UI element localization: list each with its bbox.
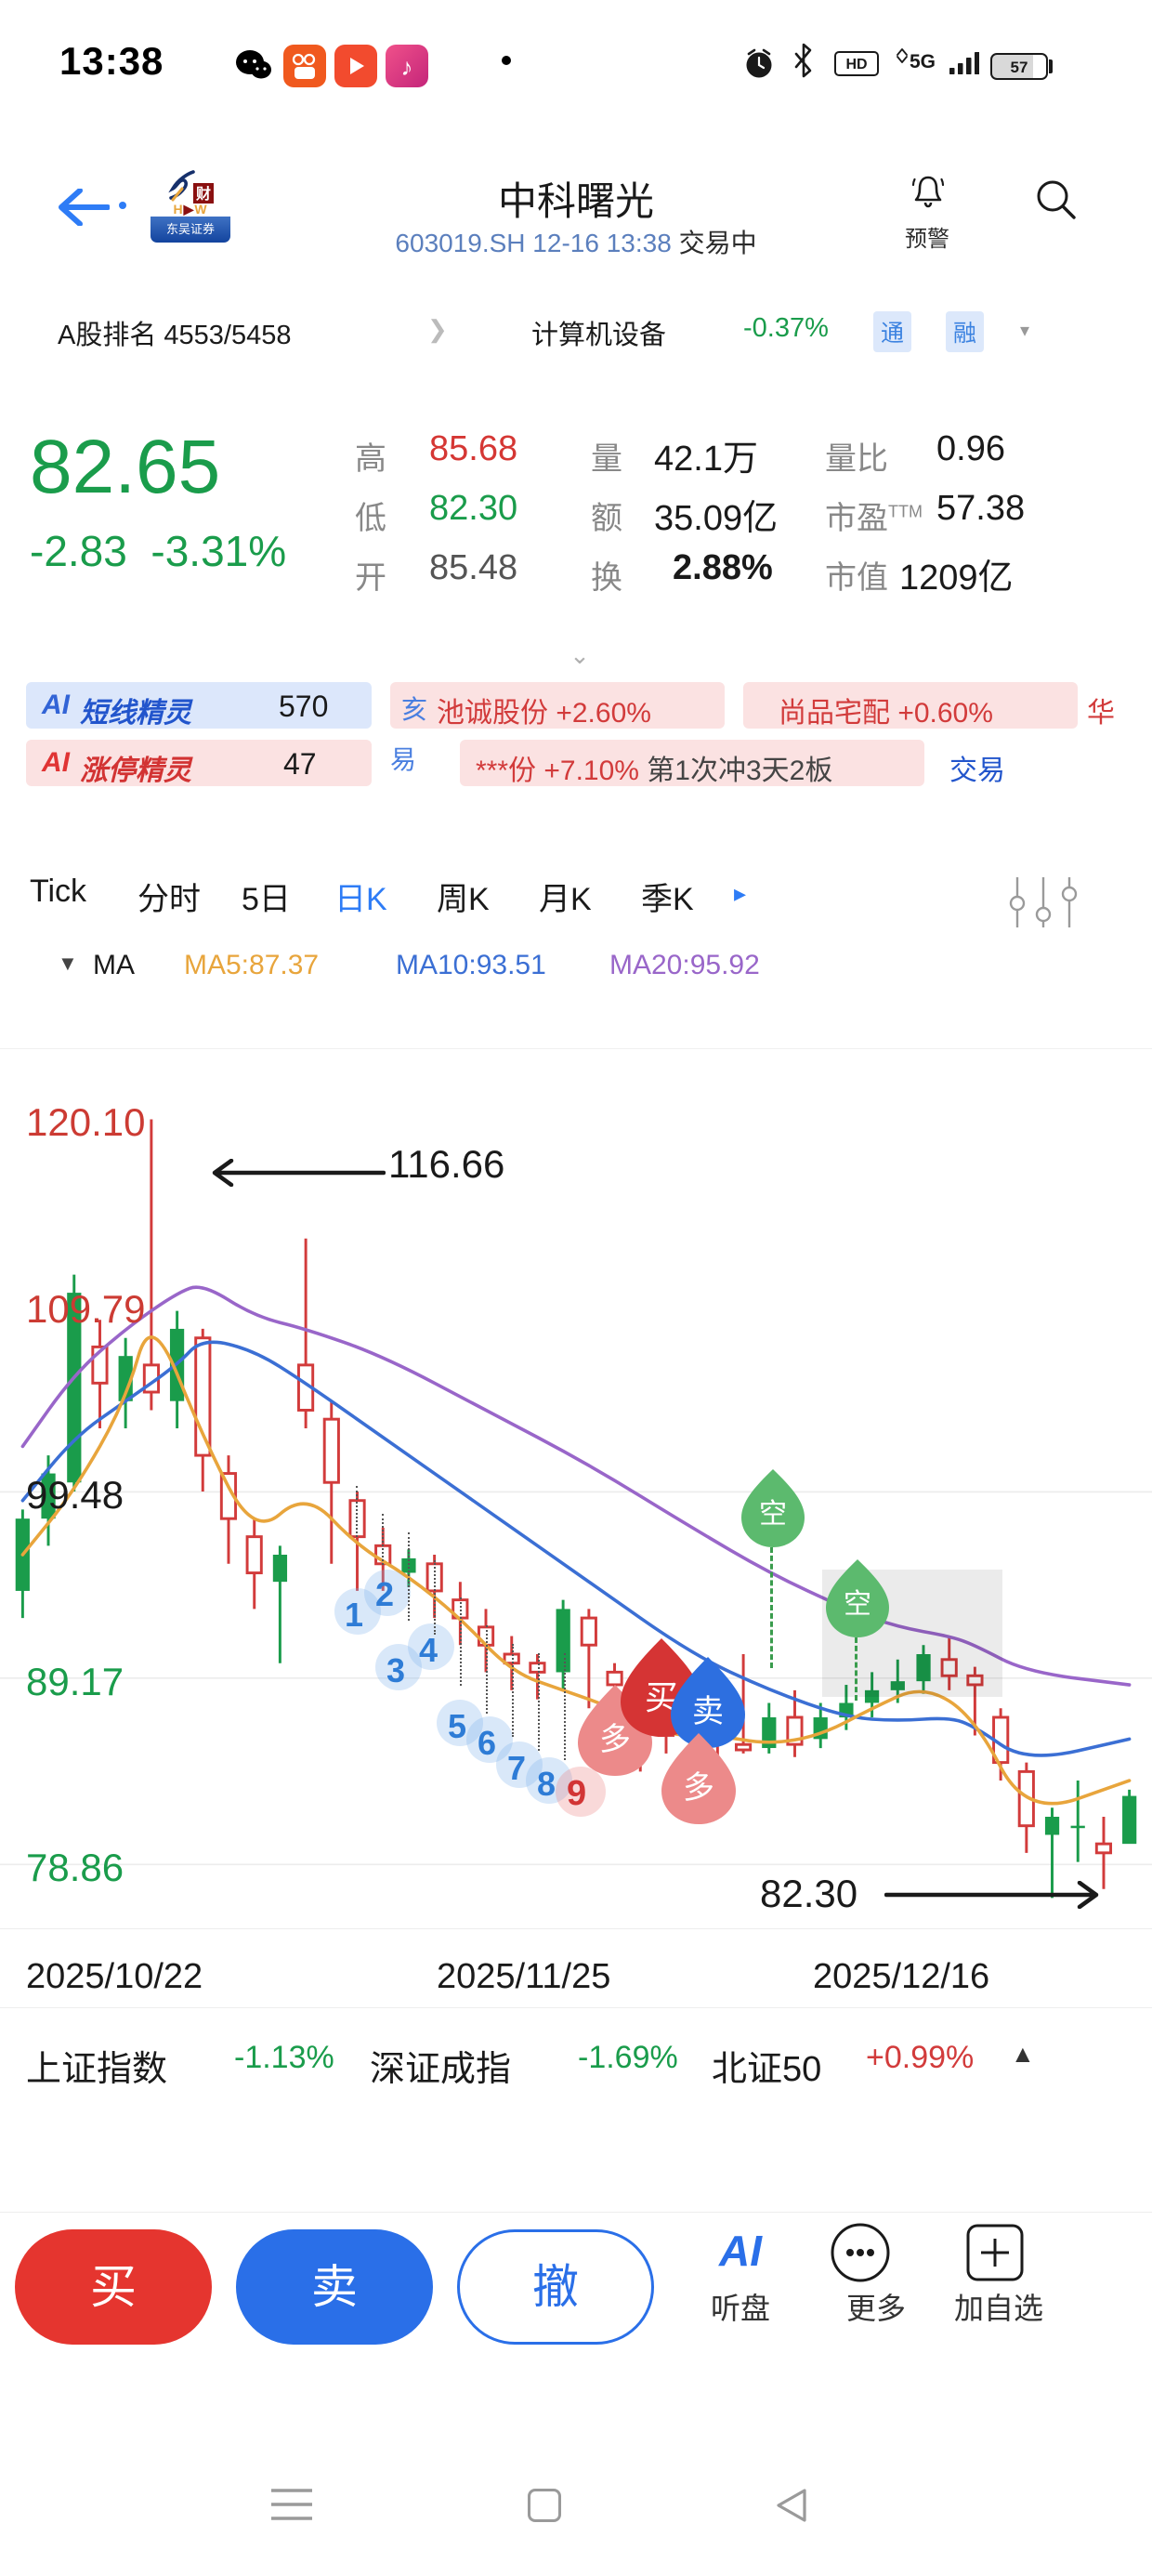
svg-text:空: 空 bbox=[759, 1499, 787, 1530]
svg-text:卖: 卖 bbox=[692, 1694, 724, 1729]
svg-text:空: 空 bbox=[844, 1589, 871, 1620]
svg-text:♪: ♪ bbox=[401, 53, 413, 81]
svg-text:多: 多 bbox=[683, 1770, 714, 1806]
